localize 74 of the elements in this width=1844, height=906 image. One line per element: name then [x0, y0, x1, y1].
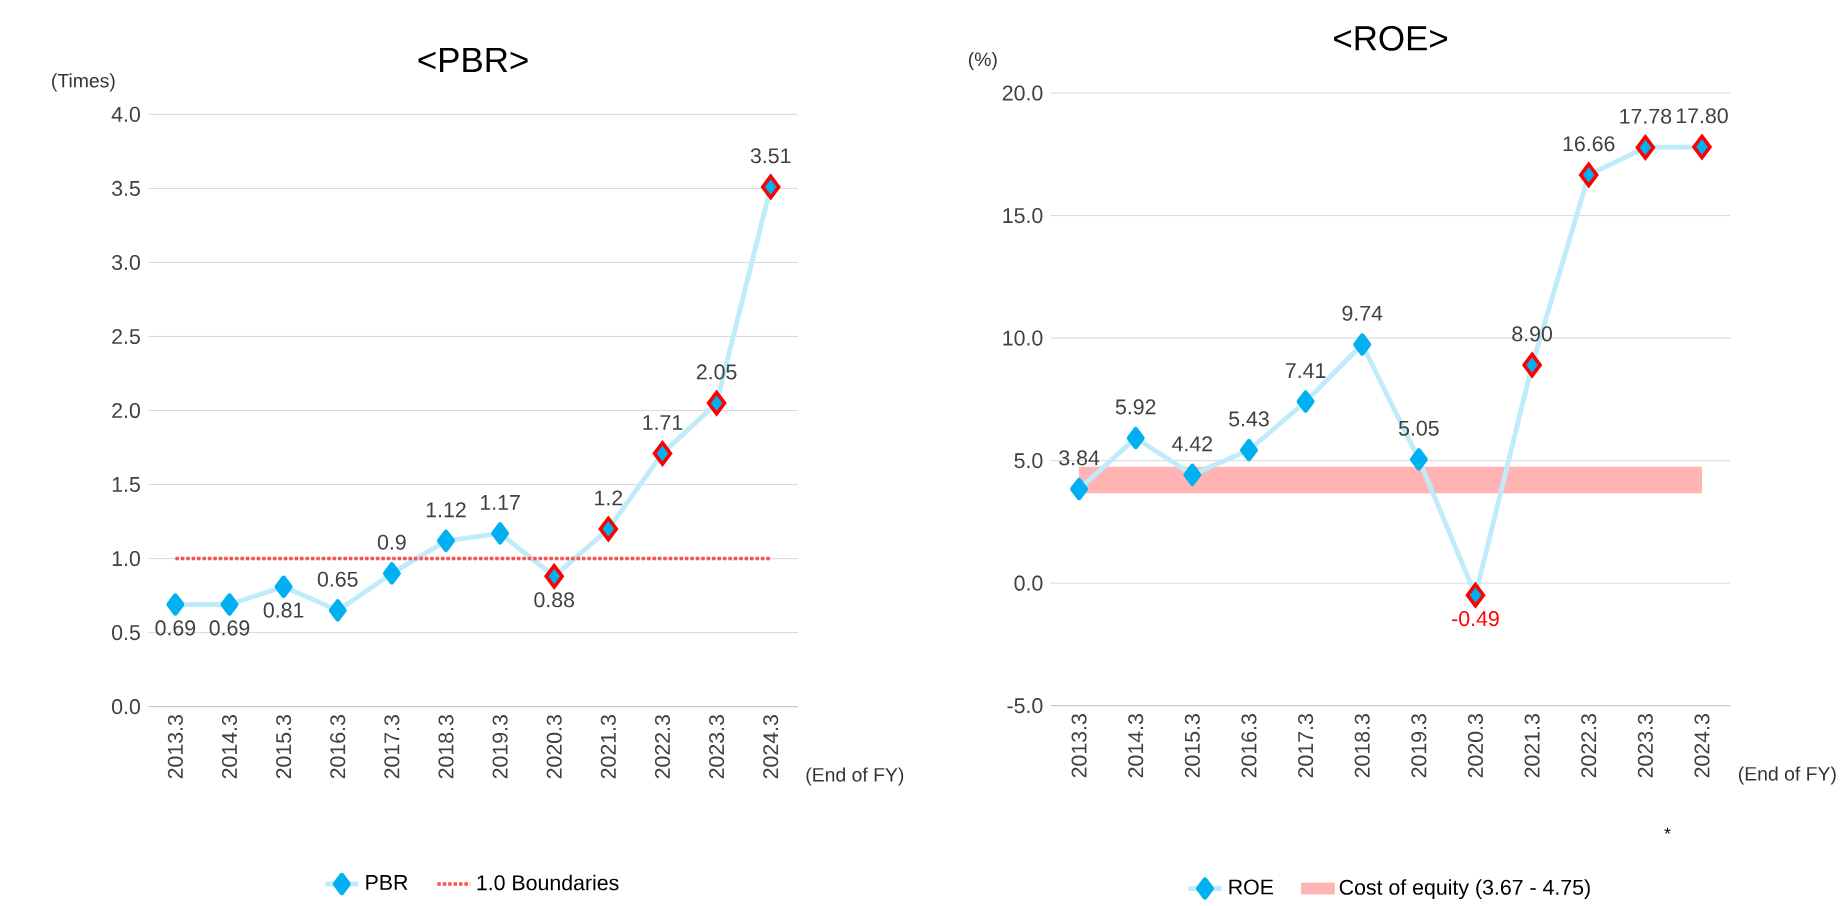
x-tick-label: 2016.3 [1241, 714, 1257, 778]
y-tick-label: 15.0 [1003, 208, 1043, 224]
x-tick-label: 2014.3 [221, 715, 238, 779]
x-tick-label: 2020.3 [546, 715, 562, 779]
y-tick-label: 1.0 [112, 551, 140, 567]
x-tick-label: 2024.3 [763, 715, 779, 779]
data-label: 17.78 [1620, 108, 1672, 125]
x-tick-label: 2015.3 [1184, 714, 1200, 778]
legend-label: 1.0 Boundaries [477, 874, 619, 891]
data-label: 0.69 [209, 620, 250, 636]
data-label: 0.9 [377, 534, 406, 550]
data-label: 0.65 [317, 571, 358, 587]
x-tick-label: 2021.3 [600, 715, 616, 779]
legend-label: ROE [1229, 879, 1274, 895]
y-tick-label: 0.0 [112, 699, 140, 715]
y-axis-title: (Times) [52, 73, 115, 92]
y-tick-label: 10.0 [1003, 330, 1043, 346]
y-tick-label: 3.0 [111, 255, 140, 271]
data-label: 3.84 [1059, 450, 1100, 466]
y-tick-label: 4.0 [111, 107, 140, 123]
data-label: 5.92 [1115, 399, 1156, 415]
x-tick-label: 2022.3 [1581, 714, 1597, 778]
y-tick-label: 0.5 [112, 625, 140, 641]
legend-label: PBR [366, 875, 408, 890]
data-label: 0.88 [534, 592, 575, 608]
data-label: 9.74 [1342, 305, 1383, 322]
chart-title: <ROE> [1334, 26, 1448, 51]
data-label: 3.51 [750, 148, 791, 164]
y-tick-label: 2.0 [112, 403, 140, 419]
data-label: 17.80 [1676, 108, 1728, 124]
x-tick-label: 2018.3 [438, 715, 454, 779]
data-label: 0.81 [263, 602, 304, 618]
x-tick-label: 2013.3 [1071, 714, 1087, 778]
x-tick-label: 2014.3 [1128, 714, 1144, 778]
data-label: 1.12 [426, 502, 466, 518]
x-tick-label: 2023.3 [709, 715, 725, 779]
data-label: 2.05 [696, 364, 737, 380]
x-tick-label: 2017.3 [1298, 714, 1314, 778]
y-tick-label: 20.0 [1002, 85, 1043, 101]
x-axis-title: (End of FY) [1739, 766, 1836, 785]
x-tick-label: 2023.3 [1637, 714, 1653, 778]
data-label: 1.17 [480, 495, 520, 510]
data-label: 1.2 [595, 490, 623, 506]
legend-label: Cost of equity (3.67 - 4.75) [1339, 879, 1590, 900]
y-tick-label: -5.0 [1007, 698, 1043, 714]
text: * [1664, 827, 1671, 834]
x-tick-label: 2017.3 [384, 715, 400, 779]
data-label: 4.42 [1172, 436, 1213, 452]
y-tick-label: 5.0 [1014, 453, 1043, 469]
y-tick-label: 1.5 [112, 477, 140, 493]
data-label: 8.90 [1512, 326, 1553, 342]
x-tick-label: 2022.3 [654, 715, 671, 779]
x-tick-label: 2020.3 [1467, 714, 1484, 778]
data-label: 7.41 [1285, 363, 1326, 379]
data-label: 0.69 [155, 620, 196, 636]
x-tick-label: 2024.3 [1694, 714, 1710, 778]
y-tick-label: 0.0 [1014, 575, 1043, 591]
y-axis-title: (%) [968, 52, 997, 71]
data-label: 5.43 [1229, 411, 1269, 427]
x-tick-label: 2016.3 [330, 715, 346, 779]
x-tick-label: 2019.3 [1411, 714, 1427, 778]
x-axis-title: (End of FY) [806, 767, 904, 786]
x-tick-label: 2021.3 [1524, 714, 1540, 778]
y-tick-label: 3.5 [111, 181, 140, 197]
data-label: 5.05 [1398, 420, 1439, 436]
data-label: 1.71 [643, 415, 683, 431]
x-tick-label: 2019.3 [492, 715, 508, 779]
x-tick-label: 2013.3 [167, 715, 183, 779]
data-label: -0.49 [1452, 611, 1499, 627]
data-label: 16.66 [1563, 136, 1615, 152]
chart-title: <PBR> [418, 48, 528, 73]
x-tick-label: 2015.3 [276, 715, 292, 779]
y-tick-label: 2.5 [112, 329, 140, 345]
x-tick-label: 2018.3 [1354, 714, 1370, 778]
